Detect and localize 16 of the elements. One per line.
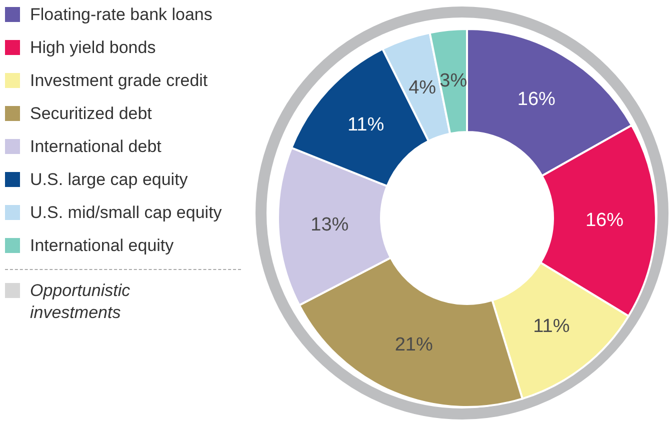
data-label: 4%	[408, 77, 436, 98]
legend-label: High yield bonds	[30, 38, 156, 58]
legend-label: International equity	[30, 236, 174, 256]
data-label: 11%	[348, 114, 384, 136]
data-label: 16%	[517, 88, 556, 110]
legend-label: U.S. large cap equity	[30, 170, 188, 190]
legend-label: International debt	[30, 137, 162, 157]
data-label: 21%	[394, 334, 433, 356]
legend-label: Floating-rate bank loans	[30, 5, 212, 25]
data-label: 13%	[310, 214, 349, 236]
data-label: 11%	[533, 316, 570, 338]
text: Opportunistic investments	[30, 280, 132, 324]
legend-label: Investment grade credit	[30, 71, 208, 91]
legend-label: U.S. mid/small cap equity	[30, 203, 222, 223]
legend-label: Securitized debt	[30, 104, 152, 124]
data-label: 16%	[585, 210, 624, 231]
